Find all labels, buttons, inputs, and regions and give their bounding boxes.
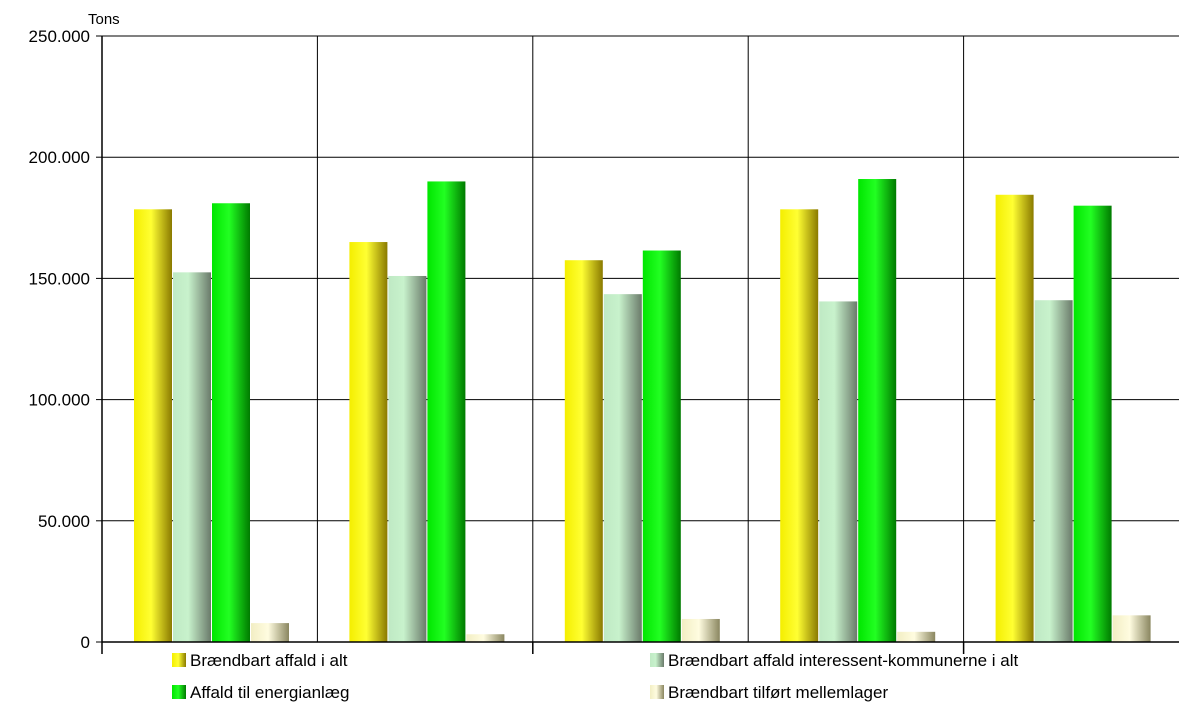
bar-s1-c3 <box>819 301 858 642</box>
bar-s0-c1 <box>349 242 388 643</box>
bar-s1-c1 <box>388 275 427 642</box>
bar-s3-c4 <box>1112 615 1151 642</box>
bar-s2-c4 <box>1073 205 1112 642</box>
legend-label-0: Brændbart affald i alt <box>190 651 348 670</box>
grid-lines <box>102 35 1179 642</box>
bar-s0-c4 <box>995 194 1034 642</box>
bar-s2-c1 <box>427 181 466 642</box>
bar-s0-c0 <box>134 209 172 643</box>
bar-s2-c3 <box>858 179 897 643</box>
legend-swatch-1 <box>650 653 664 667</box>
bar-s2-c0 <box>212 203 250 643</box>
bar-s0-c3 <box>780 209 819 643</box>
bar-s1-c2 <box>603 294 642 642</box>
legend-label-2: Affald til energianlæg <box>190 683 349 702</box>
legend-label-3: Brændbart tilført mellemlager <box>668 683 888 702</box>
y-tick-label-1: 50.000 <box>38 512 90 531</box>
legend-swatch-3 <box>650 685 664 699</box>
bar-s1-c4 <box>1034 300 1073 642</box>
bar-s3-c1 <box>466 634 505 642</box>
bar-s3-c0 <box>251 623 289 642</box>
y-tick-label-3: 150.000 <box>29 269 90 288</box>
bars <box>134 179 1151 643</box>
bar-s2-c2 <box>642 250 681 643</box>
y-tick-label-5: 250.000 <box>29 27 90 46</box>
y-unit-label: Tons <box>88 11 120 28</box>
y-tick-label-2: 100.000 <box>29 391 90 410</box>
legend-label-1: Brændbart affald interessent-kommunerne … <box>668 651 1019 670</box>
bar-s3-c2 <box>681 618 720 642</box>
axes: 0 50.000 100.000 150.000 200.000 250.000 <box>29 27 1179 654</box>
y-tick-label-0: 0 <box>81 633 90 652</box>
y-tick-label-4: 200.000 <box>29 148 90 167</box>
legend-swatch-0 <box>172 653 186 667</box>
bar-s3-c3 <box>897 631 936 642</box>
legend: Brændbart affald i alt Brændbart affald i… <box>172 651 1019 702</box>
bar-s1-c0 <box>173 272 211 642</box>
legend-swatch-2 <box>172 685 186 699</box>
bar-s0-c2 <box>564 260 603 642</box>
